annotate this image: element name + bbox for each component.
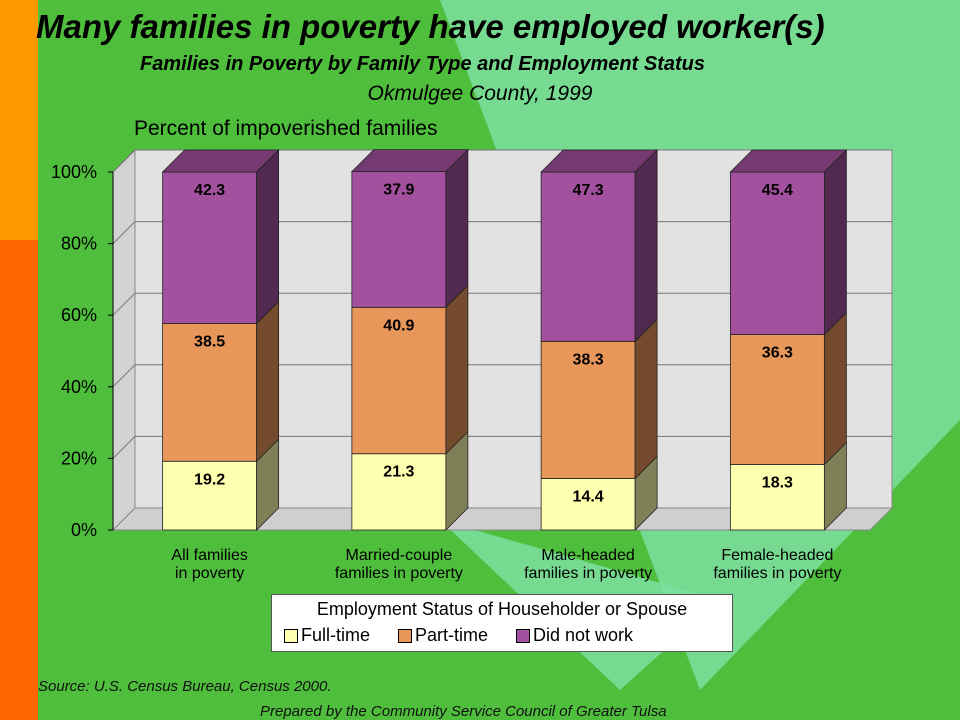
y-tick-label: 40% — [61, 377, 97, 397]
bar-segment — [351, 453, 447, 531]
bar-segment-side — [256, 149, 280, 325]
legend-item-full-time: Full-time — [284, 625, 370, 646]
bar-top-face — [729, 149, 848, 173]
bar-segment-side — [634, 149, 658, 343]
bar-segment — [351, 171, 447, 308]
data-label: 38.5 — [194, 333, 225, 350]
chart-side-wall — [112, 148, 136, 532]
bar-segment-side — [823, 311, 847, 466]
source-note: Source: U.S. Census Bureau, Census 2000. — [38, 678, 332, 695]
bar-segment — [162, 460, 258, 531]
bar-top-face — [161, 149, 280, 173]
data-label: 21.3 — [383, 464, 414, 481]
bar-segment-side — [445, 284, 469, 455]
page-title: Many families in poverty have employed w… — [36, 8, 825, 45]
legend-title: Employment Status of Householder or Spou… — [316, 599, 688, 619]
bar-segment-side — [634, 318, 658, 480]
bar-segment-side — [823, 149, 847, 336]
legend-label-did-not-work: Did not work — [533, 625, 634, 645]
data-label: 14.4 — [573, 488, 604, 505]
bar-segment — [540, 171, 636, 342]
x-tick-label: in poverty — [175, 565, 244, 582]
bar-segment — [162, 323, 258, 462]
y-axis-label: Percent of impoverished families — [134, 117, 438, 140]
legend-label-full-time: Full-time — [301, 625, 371, 645]
legend-swatch-full-time — [284, 628, 298, 643]
legend-swatch-part-time — [398, 628, 412, 643]
x-tick-label: All families — [171, 547, 247, 564]
y-tick-label: 0% — [71, 520, 97, 540]
legend-swatch-did-not-work — [516, 628, 530, 643]
bar-segment — [729, 334, 825, 465]
bar-segment-side — [445, 148, 469, 309]
y-tick-label: 80% — [61, 234, 97, 254]
prepared-by-note: Prepared by the Community Service Counci… — [260, 703, 667, 720]
bar-segment-side — [256, 300, 280, 463]
x-tick-label: families in poverty — [335, 565, 463, 582]
legend-item-did-not-work: Did not work — [516, 625, 633, 646]
x-tick-label: Married-couple — [346, 547, 453, 564]
data-label: 18.3 — [762, 474, 793, 491]
data-label: 37.9 — [383, 182, 414, 199]
x-tick-label: families in poverty — [713, 565, 841, 582]
chart-location-year: Okmulgee County, 1999 — [367, 82, 593, 105]
data-label: 40.9 — [383, 317, 414, 334]
legend: Employment Status of Householder or Spou… — [271, 594, 733, 652]
bar-segment — [540, 478, 636, 531]
x-tick-label: families in poverty — [524, 565, 652, 582]
y-tick-label: 60% — [61, 305, 97, 325]
legend-item-part-time: Part-time — [398, 625, 488, 646]
y-tick-label: 100% — [51, 162, 97, 182]
bar-segment — [351, 306, 447, 455]
data-label: 19.2 — [194, 471, 225, 488]
bar-segment — [540, 340, 636, 479]
data-label: 36.3 — [762, 345, 793, 362]
data-label: 42.3 — [194, 182, 225, 199]
legend-label-part-time: Part-time — [415, 625, 489, 645]
bar-segment — [729, 171, 825, 335]
x-tick-label: Male-headed — [541, 547, 634, 564]
data-label: 47.3 — [573, 182, 604, 199]
x-tick-label: Female-headed — [721, 547, 833, 564]
y-tick-label: 20% — [61, 448, 97, 468]
data-label: 45.4 — [762, 182, 793, 199]
data-label: 38.3 — [573, 351, 604, 368]
bar-top-face — [350, 149, 469, 173]
bar-top-face — [540, 149, 659, 173]
bar-segment — [729, 464, 825, 531]
chart-subtitle: Families in Poverty by Family Type and E… — [140, 53, 705, 75]
